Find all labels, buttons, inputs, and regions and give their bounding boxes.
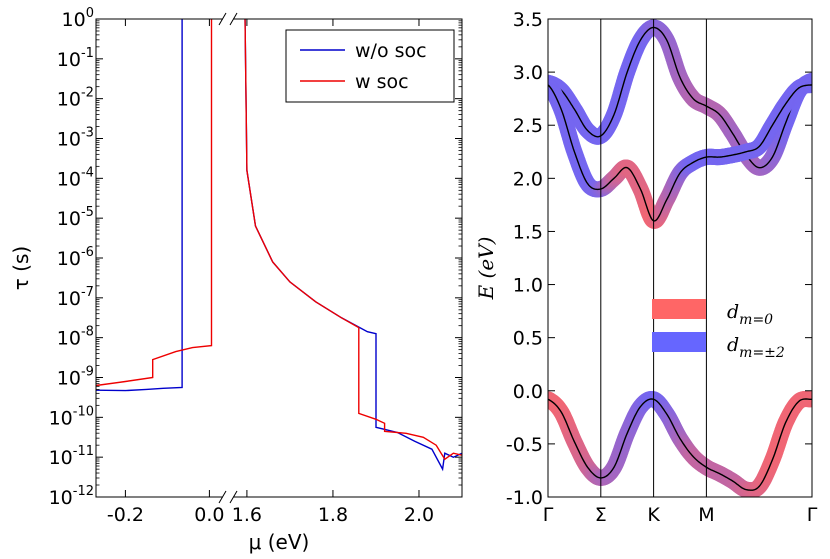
right-x-tick-label: Σ (595, 504, 607, 526)
right-plot-area (548, 19, 812, 497)
band-3-line (548, 398, 812, 491)
left-y-tick-label: 10-5 (57, 205, 94, 230)
left-x-tick-label: 1.6 (232, 504, 262, 526)
left-x-tick-label: 1.8 (318, 504, 348, 526)
left-y-tick-label: 10-7 (57, 285, 94, 310)
left-axes-frame (95, 18, 463, 498)
left-legend-box (285, 29, 455, 103)
legend-label-dm2: dm=±2 (727, 334, 785, 361)
left-x-tick-label: -0.2 (107, 504, 144, 526)
left-x-tick-label: 2.0 (404, 504, 434, 526)
right-y-tick-label: 1.5 (513, 221, 543, 243)
left-x-ticks: -0.2 0.0 1.6 1.8 2.0 (107, 19, 434, 526)
legend-label-wo-soc: w/o soc (355, 40, 427, 62)
left-plot-area (96, 19, 462, 472)
left-y-tick-label: 100 (62, 6, 94, 31)
right-y-tick-label: 2.5 (513, 115, 543, 137)
right-x-tick-label: Γ (807, 504, 818, 526)
right-axes-frame (547, 18, 813, 498)
right-y-tick-label: 0.0 (513, 381, 543, 403)
right-y-tick-label: 3.5 (513, 9, 543, 31)
left-panel: 100 10-1 10-2 10-3 10-4 10-5 10-6 10-7 10-8 10-9 1… (9, 6, 463, 554)
left-y-tick-label: 10-9 (57, 365, 94, 390)
left-y-tick-label: 10-2 (57, 86, 94, 111)
left-x-axis-label: μ (eV) (249, 530, 310, 554)
left-y-tick-label: 10-8 (57, 325, 94, 350)
left-y-tick-label: 10-10 (49, 404, 94, 429)
axis-break-mark-bottom-a (218, 490, 227, 504)
right-y-ticks: 3.5 3.0 2.5 2.0 1.5 1.0 0.5 0.0 -0.5 -1.0 (506, 9, 812, 509)
band-1-line (548, 26, 812, 169)
axis-break-mark-bottom-b (229, 490, 238, 504)
series-line-w-soc-part2 (244, 19, 462, 461)
left-y-tick-label: 10-1 (57, 46, 94, 71)
left-y-tick-label: 10-11 (49, 444, 94, 469)
left-legend: w/o soc w soc (285, 29, 455, 103)
right-y-tick-label: 2.0 (513, 168, 543, 190)
right-y-axis-label: E (eV) (474, 237, 498, 301)
series-line-w-soc-part1 (96, 19, 213, 387)
legend-label-dm0: dm=0 (727, 301, 773, 328)
left-x-tick-label: 0.0 (194, 504, 224, 526)
axis-break-gap-top (223, 15, 233, 23)
right-x-tick-label: M (698, 504, 714, 526)
right-x-tick-label: K (647, 504, 660, 526)
legend-label-w-soc: w soc (355, 71, 409, 93)
axis-break-mark-top-a (218, 12, 227, 26)
legend-patch-dm2 (652, 332, 706, 352)
right-legend: dm=0 dm=±2 (652, 299, 785, 361)
left-y-tick-label: 10-12 (49, 484, 94, 509)
right-y-tick-label: 0.5 (513, 328, 543, 350)
right-y-tick-label: 1.0 (513, 275, 543, 297)
legend-patch-dm0 (652, 299, 706, 319)
left-y-axis-label: τ (s) (9, 246, 33, 290)
series-line-wo-soc-part1 (96, 19, 183, 392)
right-y-tick-label: -0.5 (506, 434, 543, 456)
left-y-ticks: 100 10-1 10-2 10-3 10-4 10-5 10-6 10-7 10-8 10-9 1… (49, 6, 462, 509)
right-x-tick-label: Γ (543, 504, 554, 526)
left-y-tick-label: 10-3 (57, 126, 94, 151)
band-2-line (548, 84, 812, 222)
axis-break-gap-bottom (223, 493, 233, 501)
right-y-tick-label: 3.0 (513, 62, 543, 84)
right-panel: 3.5 3.0 2.5 2.0 1.5 1.0 0.5 0.0 -0.5 -1.0 Γ Σ K M Γ E… (474, 9, 818, 526)
left-y-tick-label: 10-4 (57, 165, 94, 190)
axis-break-mark-top-b (229, 12, 238, 26)
left-y-tick-label: 10-6 (57, 245, 94, 270)
right-y-tick-label: -1.0 (506, 487, 543, 509)
